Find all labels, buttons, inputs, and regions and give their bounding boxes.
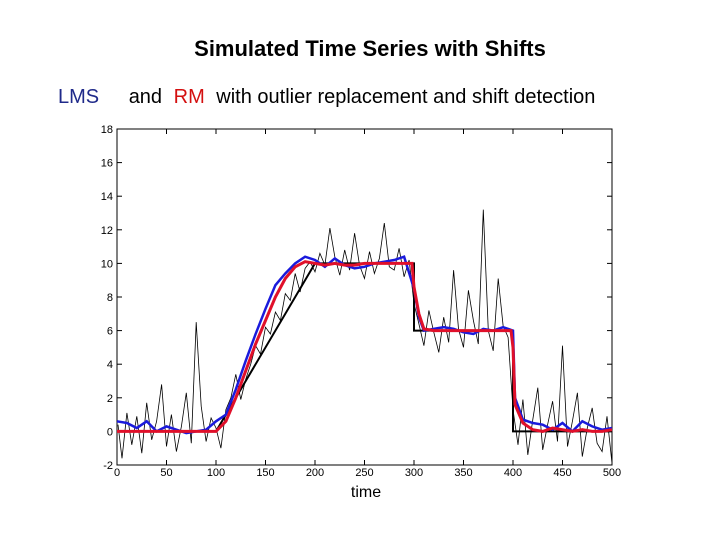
x-tick-label: 200: [306, 467, 324, 479]
y-tick-label: 4: [107, 359, 113, 371]
y-tick-label: -2: [103, 460, 113, 472]
y-tick-label: 6: [107, 326, 113, 338]
x-tick-label: 100: [207, 467, 225, 479]
series-true-level-line: [117, 262, 612, 433]
y-tick-label: 2: [107, 393, 113, 405]
y-tick-label: 18: [101, 124, 113, 136]
x-tick-label: 350: [454, 467, 472, 479]
plot-frame: [116, 128, 613, 466]
x-tick-label: 500: [603, 467, 621, 479]
x-tick-label: 450: [553, 467, 571, 479]
legend-lms-label: LMS: [58, 86, 100, 108]
x-tick-label: 400: [504, 467, 522, 479]
subtitle-and-text: and: [128, 86, 163, 108]
y-tick-label: 12: [101, 225, 113, 237]
x-tick-label: 300: [405, 467, 423, 479]
chart-title: Simulated Time Series with Shifts: [194, 36, 546, 61]
x-tick-label: 250: [355, 467, 373, 479]
y-tick-label: 8: [107, 292, 113, 304]
y-tick-label: 0: [107, 426, 113, 438]
subtitle-description: with outlier replacement and shift detec…: [216, 86, 596, 108]
x-tick-label: 50: [160, 467, 172, 479]
y-tick-label: 14: [101, 191, 113, 203]
series-raw-line: [117, 209, 613, 464]
legend-rm-label: RM: [173, 86, 205, 108]
series-lms-line: [116, 255, 613, 435]
y-tick-label: 10: [101, 258, 113, 270]
y-tick-label: 16: [101, 158, 113, 170]
axis-ticks: 0 50 100 150 200 250 300 350 400 450 500-202468101…: [101, 124, 621, 479]
x-axis-label: time: [351, 484, 381, 501]
chart-subtitle: LMS and RM with outlier replacement and …: [58, 86, 601, 109]
series-rm-line: [117, 260, 613, 433]
x-tick-label: 0: [114, 467, 120, 479]
series-group: [116, 209, 613, 464]
x-tick-label: 150: [256, 467, 274, 479]
